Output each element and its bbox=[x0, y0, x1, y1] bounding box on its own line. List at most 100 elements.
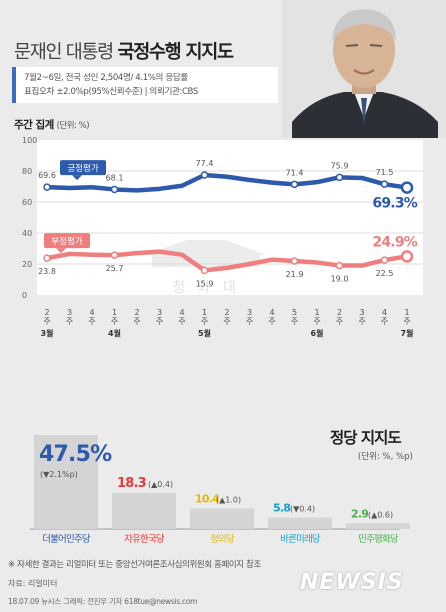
x-month-label: 3월 bbox=[41, 328, 54, 338]
x-week-label: 주 bbox=[403, 317, 410, 326]
x-week-label: 주 bbox=[133, 317, 140, 326]
x-week-label: 주 bbox=[88, 317, 95, 326]
last-value-label: 24.9% bbox=[372, 234, 417, 250]
x-week-label: 주 bbox=[178, 317, 185, 326]
x-week-label: 주 bbox=[246, 317, 253, 326]
x-week-label: 주 bbox=[43, 317, 50, 326]
party-name-label: 바른미래당 bbox=[280, 534, 321, 545]
data-point bbox=[200, 266, 209, 275]
graphic-credit: 18.07.09 뉴시스 그래픽: 전진우 기자 618tue@newsis.c… bbox=[8, 597, 198, 606]
data-label: 19.0 bbox=[331, 275, 349, 284]
x-week-label: 1 bbox=[202, 308, 207, 317]
data-label: 77.4 bbox=[196, 159, 214, 168]
data-point bbox=[110, 251, 119, 259]
data-label: 21.9 bbox=[286, 270, 304, 279]
data-point bbox=[110, 185, 119, 194]
x-week-label: 3 bbox=[67, 308, 72, 317]
x-month-label: 5월 bbox=[198, 328, 211, 338]
data-point bbox=[380, 180, 389, 188]
data-label: 23.8 bbox=[38, 267, 56, 276]
weekly-title-unit: (단위: %) bbox=[56, 121, 90, 131]
y-tick-label: 40 bbox=[22, 229, 32, 238]
data-source: 자료: 리얼미터 bbox=[8, 579, 58, 588]
x-week-label: 1 bbox=[404, 308, 409, 317]
data-point bbox=[335, 173, 344, 182]
party-change-label: (▼2.1%p) bbox=[40, 470, 78, 479]
party-change-label: (▼0.4) bbox=[290, 505, 315, 514]
x-week-label: 3 bbox=[359, 308, 364, 317]
series-tag-label: 부정평가 bbox=[51, 236, 82, 247]
series-line bbox=[46, 172, 408, 193]
data-point bbox=[400, 181, 414, 194]
data-label: 15.9 bbox=[196, 279, 214, 288]
party-value-label: 47.5% bbox=[39, 442, 112, 467]
weekly-approval-line-chart: 청 와 대 0 20 40 60 80 100 69.6 68.1 77.4 71.4 75.9 7… bbox=[22, 136, 423, 300]
x-week-label: 4 bbox=[89, 308, 94, 317]
data-label: 25.7 bbox=[106, 264, 124, 273]
party-value-label: 5.8 bbox=[273, 502, 290, 515]
data-label: 68.1 bbox=[106, 173, 124, 182]
series-tag-box bbox=[44, 233, 90, 249]
x-week-label: 주 bbox=[358, 317, 365, 326]
series-tag-label: 긍정평가 bbox=[67, 163, 98, 174]
data-label: 71.5 bbox=[376, 168, 394, 177]
x-week-label: 5 bbox=[292, 308, 297, 317]
y-tick-label: 100 bbox=[22, 136, 37, 145]
x-week-label: 3 bbox=[247, 308, 252, 317]
footnote: ※ 자세한 결과는 리얼미터 또는 중앙선거여론조사심의위원회 홈페이지 참조 bbox=[8, 560, 261, 570]
weekly-title-label: 주간 집계 bbox=[14, 119, 54, 131]
x-week-label: 1 bbox=[112, 308, 117, 317]
series-line bbox=[46, 249, 408, 273]
x-month-label: 7월 bbox=[401, 328, 414, 338]
watermark-text: 청 와 대 bbox=[172, 280, 240, 296]
data-point bbox=[43, 254, 51, 262]
party-bar bbox=[190, 508, 254, 529]
party-chart-title: 정당 지지도 bbox=[330, 429, 402, 447]
president-portrait-image bbox=[282, 0, 446, 138]
party-bar bbox=[346, 523, 410, 529]
survey-info-line-2: 표집오차 ±2.0%p(95%신뢰수준) | 의뢰기관:CBS bbox=[24, 87, 198, 97]
party-change-label: (▲1.0) bbox=[216, 495, 241, 504]
x-week-label: 2 bbox=[337, 308, 342, 317]
data-point bbox=[290, 257, 299, 265]
x-week-label: 2 bbox=[134, 308, 139, 317]
x-week-label: 1 bbox=[314, 308, 319, 317]
party-change-label: (▲0.4) bbox=[148, 480, 173, 489]
x-week-label: 주 bbox=[201, 317, 208, 326]
y-tick-label: 20 bbox=[22, 260, 32, 269]
x-week-label: 주 bbox=[291, 317, 298, 326]
x-week-label: 주 bbox=[336, 317, 343, 326]
data-point bbox=[200, 171, 209, 179]
x-week-label: 주 bbox=[156, 317, 163, 326]
survey-info-line-1: 7월2~6일, 전국 성인 2,504명/ 4.1%의 응답률 bbox=[24, 73, 188, 83]
x-week-label: 주 bbox=[111, 317, 118, 326]
y-tick-label: 0 bbox=[22, 291, 27, 300]
party-value-label: 10.4 bbox=[195, 492, 220, 505]
party-name-label: 더불어민주당 bbox=[42, 534, 91, 545]
party-bar bbox=[34, 435, 98, 529]
x-week-label: 주 bbox=[313, 317, 320, 326]
x-month-label: 6월 bbox=[311, 328, 324, 338]
series-tag-pointer bbox=[56, 248, 66, 254]
party-value-label: 2.9 bbox=[351, 507, 368, 520]
party-name-label: 자유한국당 bbox=[124, 534, 165, 545]
party-chart-unit: (단위: %, %p) bbox=[358, 452, 413, 462]
title-emphasis: 국정수행 지지도 bbox=[117, 42, 233, 63]
data-point bbox=[335, 261, 344, 270]
data-label: 75.9 bbox=[331, 161, 349, 170]
series-tag-pointer bbox=[72, 175, 82, 181]
party-name-label: 민주평화당 bbox=[358, 534, 399, 545]
x-week-label: 4 bbox=[179, 308, 184, 317]
x-week-label: 주 bbox=[381, 317, 388, 326]
data-point bbox=[400, 250, 414, 263]
y-tick-label: 60 bbox=[22, 198, 32, 207]
data-point bbox=[290, 180, 299, 189]
data-label: 71.4 bbox=[286, 168, 304, 177]
x-week-label: 2 bbox=[44, 308, 49, 317]
y-tick-label: 80 bbox=[22, 167, 32, 176]
x-week-label: 주 bbox=[223, 317, 230, 326]
last-value-label: 69.3% bbox=[372, 196, 417, 212]
party-name-label: 정의당 bbox=[210, 534, 235, 545]
title-prefix: 문재인 대통령 bbox=[14, 42, 118, 63]
infographic-title: 문재인 대통령 국정수행 지지도 bbox=[14, 38, 234, 64]
